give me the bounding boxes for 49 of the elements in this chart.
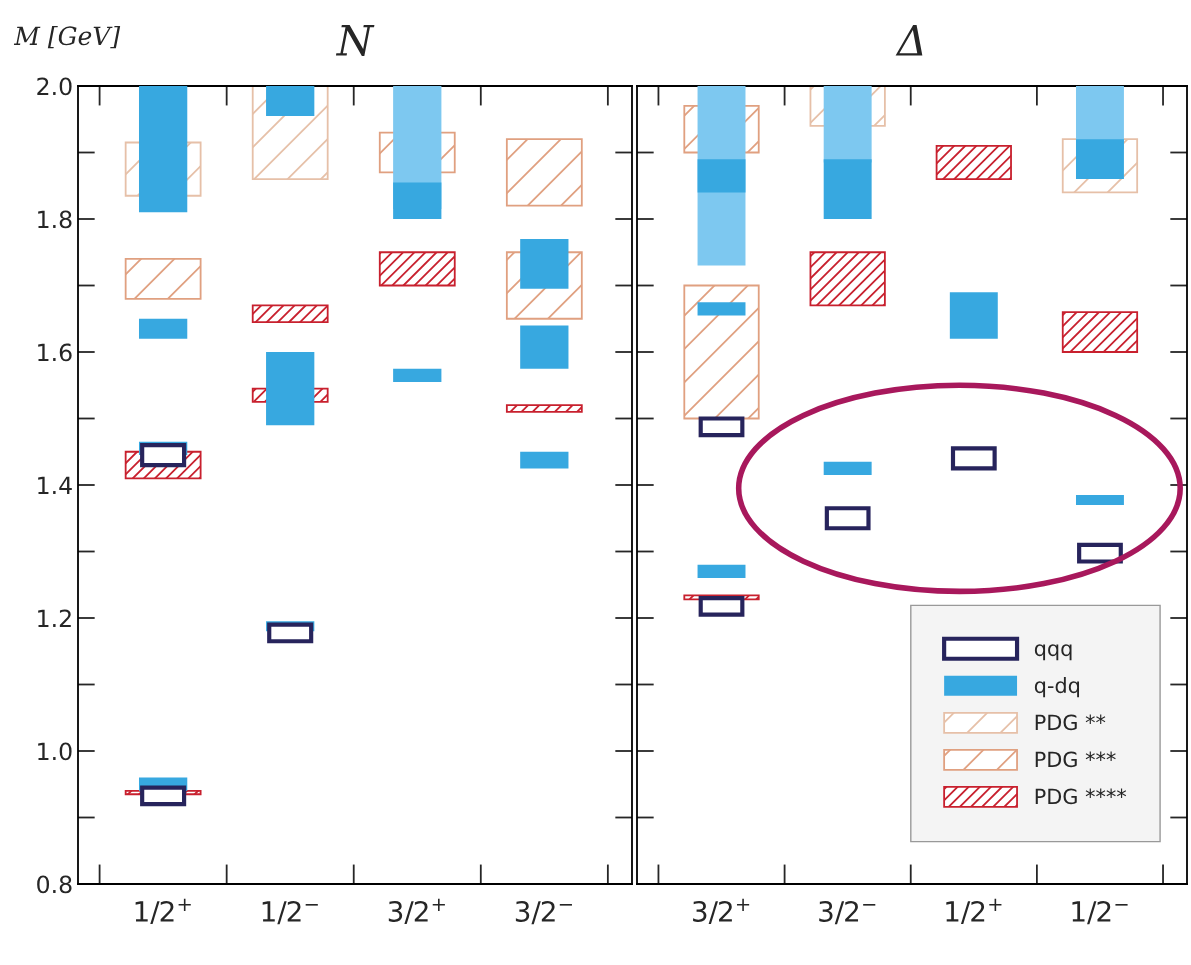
legend-label: PDG ** — [1035, 714, 1106, 731]
bar — [138, 86, 188, 213]
bar — [1061, 311, 1139, 353]
bar — [809, 251, 886, 307]
bar — [520, 325, 569, 369]
bar — [393, 368, 442, 382]
bar — [823, 159, 872, 219]
bar — [697, 564, 746, 579]
bar — [823, 461, 872, 476]
x-tick-label: 3/2$^{−}$ — [819, 900, 876, 925]
bar — [266, 86, 315, 116]
x-tick-label: 3/2$^{+}$ — [693, 898, 750, 925]
x-tick-label: 1/2$^{−}$ — [262, 900, 318, 925]
y-tick-label: 1.0 — [38, 742, 72, 761]
x-tick-label: 1/2$^{+}$ — [946, 898, 1002, 925]
bar — [505, 138, 583, 207]
bar — [683, 284, 760, 420]
y-axis-title: M [GeV] — [13, 25, 121, 49]
y-tick-label: 0.8 — [37, 875, 72, 894]
y-tick-label: 1.4 — [38, 476, 72, 494]
bar — [393, 182, 442, 219]
bar — [520, 238, 569, 289]
bar — [266, 352, 315, 426]
y-tick-label: 1.6 — [38, 343, 72, 362]
bar — [1075, 494, 1124, 505]
bar — [378, 251, 456, 287]
legend-label: q-dq — [1034, 677, 1080, 698]
bar — [520, 451, 569, 469]
chart-title: N — [335, 25, 375, 57]
legend-label: qqq — [1034, 644, 1072, 661]
y-tick-label: 1.2 — [38, 609, 71, 627]
y-tick-label: 1.8 — [38, 210, 72, 229]
bar — [505, 404, 583, 413]
x-tick-label: 3/2$^{+}$ — [388, 898, 445, 925]
x-tick-label: 1/2$^{+}$ — [135, 898, 191, 925]
bar — [138, 318, 188, 339]
legend-label: PDG *** — [1035, 751, 1116, 768]
x-tick-label: 1/2$^{−}$ — [1072, 900, 1128, 925]
bar — [697, 159, 746, 193]
chart-title: Δ — [895, 25, 923, 56]
bar — [949, 292, 998, 339]
bar — [697, 302, 746, 316]
bar — [935, 144, 1012, 181]
legend-label: PDG **** — [1035, 788, 1127, 805]
y-tick-label: 2.0 — [37, 77, 72, 96]
x-tick-label: 3/2$^{−}$ — [515, 900, 572, 925]
bar — [124, 257, 202, 300]
bar — [251, 304, 329, 323]
bar — [1075, 139, 1124, 180]
